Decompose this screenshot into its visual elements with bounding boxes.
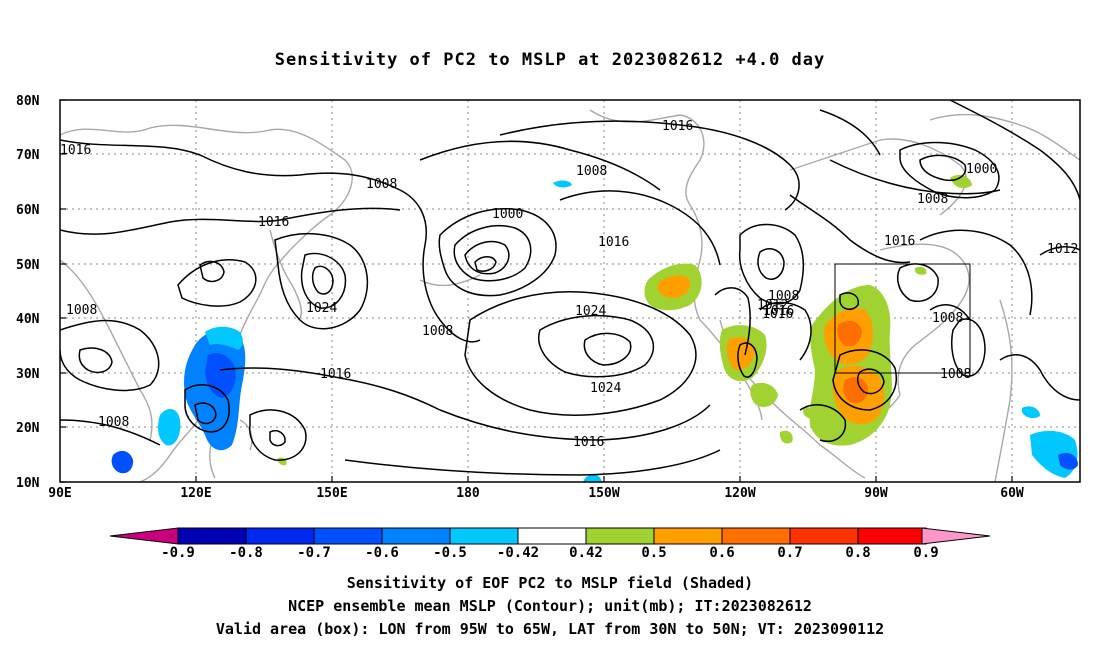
colorbar-cell bbox=[721, 527, 791, 545]
contour-label: 1012 bbox=[1047, 242, 1078, 257]
contour-label: 1012 bbox=[757, 298, 788, 313]
contour-label: 1024 bbox=[575, 304, 606, 319]
lat-tick-label: 60N bbox=[16, 203, 40, 218]
footer-line-2: NCEP ensemble mean MSLP (Contour); unit(… bbox=[288, 597, 812, 615]
contour-label: 1024 bbox=[306, 301, 337, 316]
map-panel: 1016 1016 1008 1008 1016 1024 1000 1008 … bbox=[16, 94, 1081, 501]
lon-tick-label: 180 bbox=[456, 486, 480, 501]
colorbar: -0.9 -0.8 -0.7 -0.6 -0.5 -0.42 0.42 0.5 0.6 0.7 0.… bbox=[109, 527, 991, 561]
colorbar-label: 0.5 bbox=[641, 545, 666, 561]
contour-label: 1016 bbox=[762, 307, 793, 322]
colorbar-label: 0.9 bbox=[913, 545, 938, 561]
contour-label: 1016 bbox=[763, 304, 794, 319]
contour-label: 1008 bbox=[932, 311, 963, 326]
colorbar-label: -0.6 bbox=[365, 545, 399, 561]
lon-tick-label: 120W bbox=[724, 486, 755, 501]
colorbar-cell bbox=[585, 527, 655, 545]
lon-tick-label: 90E bbox=[48, 486, 71, 501]
lon-tick-label: 120E bbox=[180, 486, 211, 501]
shading-positive bbox=[277, 174, 972, 466]
contour-label: 1000 bbox=[492, 207, 523, 222]
lon-tick-label: 150E bbox=[316, 486, 347, 501]
tick-marks bbox=[60, 99, 1013, 483]
colorbar-low-end bbox=[109, 527, 179, 545]
lon-tick-label: 90W bbox=[864, 486, 888, 501]
contour-label: 1008 bbox=[576, 164, 607, 179]
colorbar-label: 0.6 bbox=[709, 545, 734, 561]
contour-label: 1008 bbox=[940, 367, 971, 382]
colorbar-label: -0.9 bbox=[161, 545, 195, 561]
contour-label: 1016 bbox=[662, 119, 693, 134]
lat-tick-labels: 80N 70N 60N 50N 40N 30N 20N 10N bbox=[16, 94, 40, 491]
contour-label: 1016 bbox=[573, 435, 604, 450]
lon-tick-labels: 90E 120E 150E 180 150W 120W 90W 60W bbox=[48, 486, 1024, 501]
colorbar-cell bbox=[857, 527, 927, 545]
contour-labels: 1016 1016 1008 1008 1016 1024 1000 1008 … bbox=[60, 119, 1078, 450]
colorbar-label: 0.42 bbox=[569, 545, 603, 561]
contour-label: 1008 bbox=[366, 177, 397, 192]
contour-label: 1000 bbox=[966, 162, 997, 177]
lat-tick-label: 40N bbox=[16, 312, 40, 327]
colorbar-label: -0.7 bbox=[297, 545, 331, 561]
colorbar-cell bbox=[653, 527, 723, 545]
colorbar-label: -0.8 bbox=[229, 545, 263, 561]
colorbar-high-end bbox=[921, 527, 991, 545]
contour-label: 1008 bbox=[98, 415, 129, 430]
contour-label: 1008 bbox=[917, 192, 948, 207]
contour-label: 1008 bbox=[422, 324, 453, 339]
lat-tick-label: 80N bbox=[16, 94, 40, 109]
lat-tick-label: 30N bbox=[16, 367, 40, 382]
lat-tick-label: 20N bbox=[16, 421, 40, 436]
lat-tick-label: 10N bbox=[16, 476, 40, 491]
colorbar-cell bbox=[789, 527, 859, 545]
main-title: Sensitivity of PC2 to MSLP at 2023082612… bbox=[274, 50, 826, 70]
colorbar-label: -0.42 bbox=[497, 545, 539, 561]
lat-tick-label: 50N bbox=[16, 258, 40, 273]
contour-label: 1016 bbox=[320, 367, 351, 382]
colorbar-label: 0.8 bbox=[845, 545, 870, 561]
shading-negative bbox=[111, 180, 1078, 482]
colorbar-cell bbox=[177, 527, 247, 545]
lon-tick-label: 150W bbox=[588, 486, 619, 501]
colorbar-label: -0.5 bbox=[433, 545, 467, 561]
contour-label: 1008 bbox=[768, 289, 799, 304]
footer-line-1: Sensitivity of EOF PC2 to MSLP field (Sh… bbox=[346, 574, 754, 592]
contour-label: 1016 bbox=[884, 234, 915, 249]
contour-label: 1016 bbox=[258, 215, 289, 230]
valid-area-box bbox=[834, 263, 971, 374]
footer-line-3: Valid area (box): LON from 95W to 65W, L… bbox=[215, 620, 885, 638]
colorbar-cell bbox=[381, 527, 451, 545]
mslp-contours bbox=[60, 100, 1080, 476]
colorbar-cell bbox=[313, 527, 383, 545]
colorbar-cell bbox=[449, 527, 519, 545]
colorbar-cell bbox=[517, 527, 587, 545]
contour-label: 1008 bbox=[66, 303, 97, 318]
lat-tick-label: 70N bbox=[16, 148, 40, 163]
contour-label: 1024 bbox=[590, 381, 621, 396]
colorbar-cell bbox=[245, 527, 315, 545]
lon-tick-label: 60W bbox=[1000, 486, 1024, 501]
contour-label: 1016 bbox=[598, 235, 629, 250]
contour-label: 1016 bbox=[60, 143, 91, 158]
colorbar-label: 0.7 bbox=[777, 545, 802, 561]
